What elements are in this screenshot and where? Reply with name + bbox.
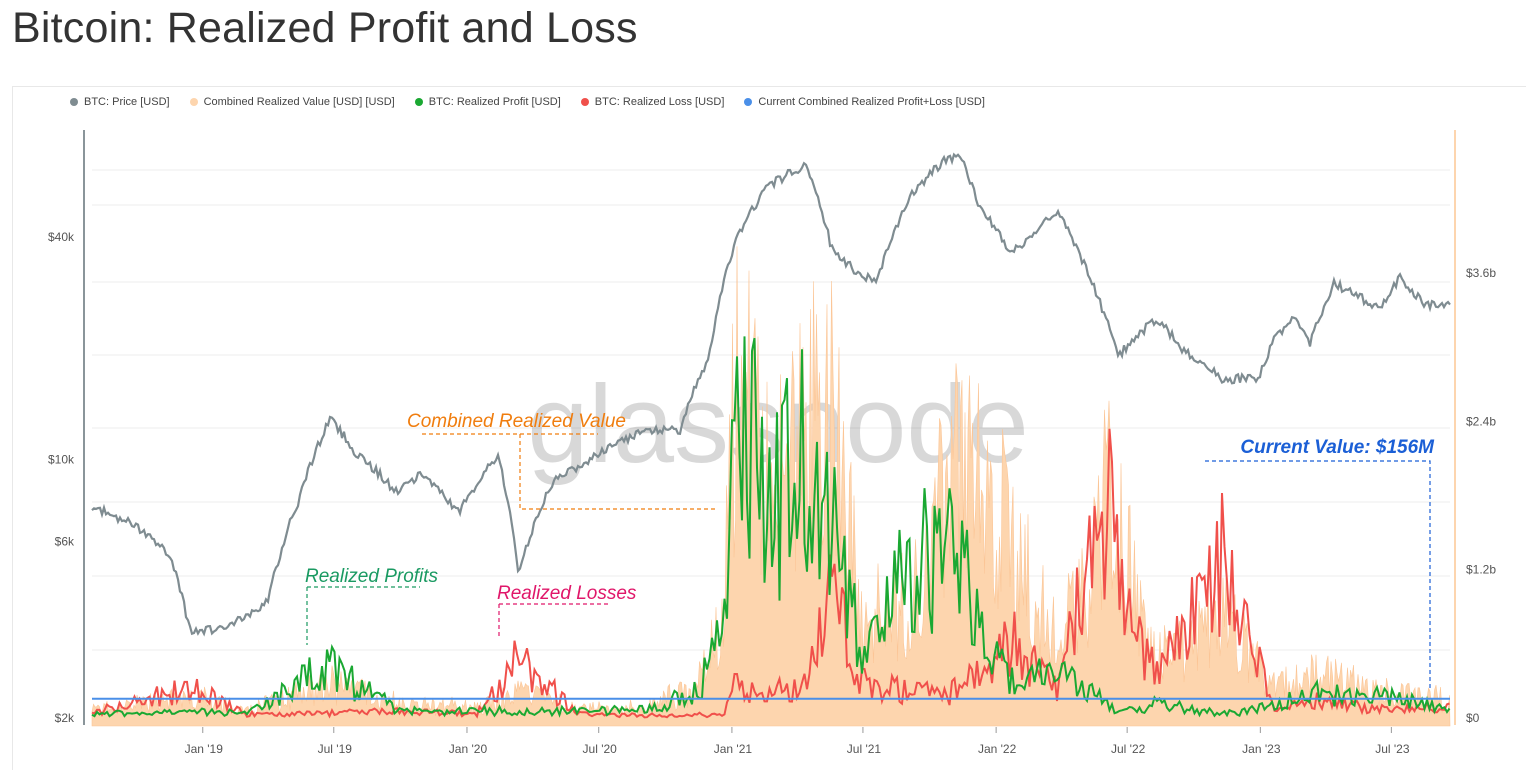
btc-price-line (91, 152, 1451, 637)
legend-dot-icon (414, 98, 423, 106)
legend-label: BTC: Realized Profit [USD] (428, 96, 561, 108)
y-right-tick-label: $3.6b (1466, 266, 1496, 280)
annotation-current-leader (1205, 460, 1431, 690)
legend-label: BTC: Price [USD] (84, 96, 170, 108)
legend-label: BTC: Realized Loss [USD] (594, 96, 725, 108)
x-tick-label: Jan '22 (978, 742, 1017, 756)
y-left-tick-label: $2k (55, 711, 75, 725)
legend-item-realized-loss[interactable]: BTC: Realized Loss [USD] (580, 96, 725, 108)
legend-dot-icon (580, 98, 589, 106)
chart-frame (12, 86, 1526, 770)
x-tick-label: Jul '21 (847, 742, 882, 756)
realized-profit-line (91, 336, 1451, 718)
annotation-realized-profits: Realized Profits (305, 566, 439, 587)
x-tick-label: Jul '20 (583, 742, 618, 756)
legend-item-realized-profit[interactable]: BTC: Realized Profit [USD] (414, 96, 561, 108)
annotation-profits-leader (306, 586, 420, 645)
y-right-tick-label: $1.2b (1466, 563, 1496, 577)
annotation-current-value: Current Value: $156M (1240, 437, 1435, 458)
x-tick-label: Jan '23 (1242, 742, 1281, 756)
legend-item-btc-price[interactable]: BTC: Price [USD] (70, 96, 170, 108)
legend-dot-icon (744, 98, 753, 106)
x-tick-label: Jan '21 (714, 742, 753, 756)
x-tick-label: Jan '20 (449, 742, 488, 756)
page-title: Bitcoin: Realized Profit and Loss (12, 4, 638, 52)
legend-label: Combined Realized Value [USD] [USD] (203, 96, 395, 108)
annotation-combined-leader (422, 433, 718, 510)
legend-label: Current Combined Realized Profit+Loss [U… (758, 96, 985, 108)
y-right-tick-label: $0 (1466, 711, 1480, 725)
y-left-tick-label: $6k (55, 535, 75, 549)
x-tick-label: Jul '22 (1111, 742, 1146, 756)
chart-legend: BTC: Price [USD] Combined Realized Value… (70, 96, 985, 108)
annotation-losses-leader (498, 603, 610, 636)
legend-item-current-combined[interactable]: Current Combined Realized Profit+Loss [U… (744, 96, 985, 108)
x-tick-label: Jan '19 (185, 742, 224, 756)
y-left-tick-label: $40k (48, 230, 75, 244)
y-right-tick-label: $2.4b (1466, 414, 1496, 428)
legend-dot-icon (189, 98, 198, 106)
realized-loss-line (91, 428, 1450, 719)
annotation-realized-losses: Realized Losses (497, 583, 637, 604)
legend-item-combined-realized-value[interactable]: Combined Realized Value [USD] [USD] (189, 96, 395, 108)
annotation-combined-realized-value: Combined Realized Value (407, 411, 626, 432)
x-tick-label: Jul '19 (318, 742, 353, 756)
y-left-tick-label: $10k (48, 453, 75, 467)
legend-dot-icon (70, 98, 78, 106)
x-tick-label: Jul '23 (1375, 742, 1410, 756)
